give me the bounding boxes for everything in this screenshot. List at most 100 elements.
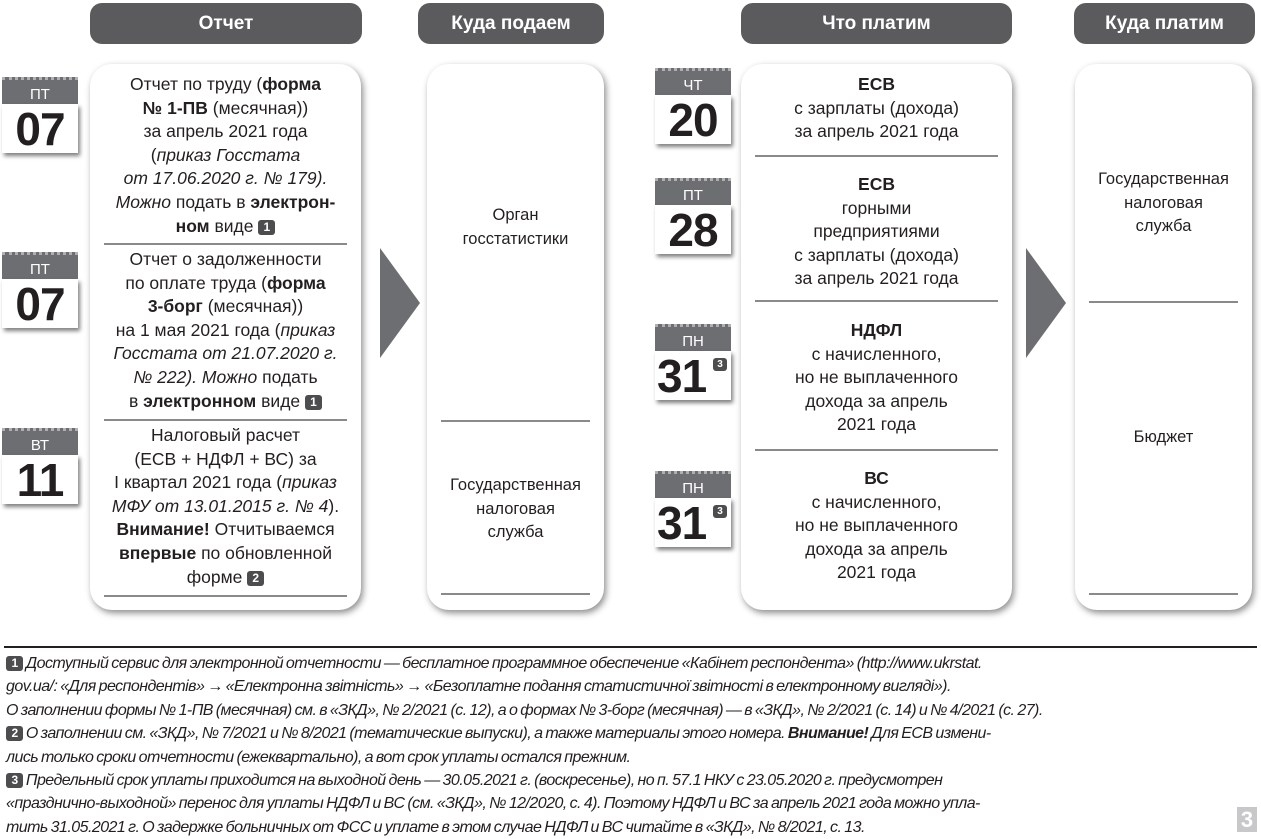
- text: (: [150, 144, 157, 165]
- text: тить 31.05.2021 г. О задержке больничных…: [6, 818, 865, 836]
- text: Для ЕСВ измени-: [868, 725, 991, 743]
- text: I квартал 2021 года (: [114, 472, 283, 493]
- text: по обновленной: [196, 542, 332, 563]
- text: лись только сроки отчетности (ежеквартал…: [6, 748, 631, 766]
- text: Отчитываемся: [209, 519, 335, 540]
- calendar-icon: ПН 31 3: [655, 324, 731, 401]
- pay-to-item: Бюджет: [1133, 428, 1194, 446]
- italic-text: приказ: [282, 472, 337, 493]
- footnote-badge: 2: [247, 570, 265, 586]
- footnote-badge: 1: [6, 656, 23, 671]
- calendar-icon: ПТ 07: [2, 252, 78, 329]
- text: (месячная)): [207, 97, 309, 118]
- text: подать в: [170, 191, 251, 212]
- text: виде: [256, 390, 306, 411]
- italic-text: приказ Госстата: [156, 144, 301, 165]
- italic-text: № 222). Можно: [133, 366, 258, 387]
- bold-text: Внимание!: [116, 519, 210, 540]
- submit-to-item: Орган госстатистики: [462, 206, 569, 248]
- bold-text: Внимание!: [787, 725, 869, 743]
- calendar-icon: ЧТ 20: [655, 68, 731, 145]
- text: Налоговый расчет: [150, 425, 301, 445]
- payment-item: НДФЛ с начисленного, но не выплаченного д…: [794, 320, 959, 435]
- payment-item: ЕСВ с зарплаты (дохода) за апрель 2021 го…: [794, 74, 959, 142]
- footnote-badge: 3: [713, 505, 727, 518]
- text: подать: [257, 366, 318, 387]
- divider: [441, 420, 590, 422]
- report-card: Отчет по труду (форма № 1-ПВ (месячная)) з…: [90, 64, 361, 610]
- text: О заполнении см. «ЗКД», № 7/2021 и № 8/2…: [23, 725, 788, 743]
- payment-item: ЕСВ горными предприятиями с зарплаты (дох…: [794, 174, 959, 289]
- footnotes-divider: [4, 646, 1257, 648]
- footnote-line: 2 О заполнении см. «ЗКД», № 7/2021 и № 8…: [6, 722, 991, 746]
- header-report: Отчет: [90, 3, 362, 44]
- footnote-badge: 3: [6, 773, 23, 788]
- text: на 1 мая 2021 года (: [115, 319, 281, 340]
- divider: [104, 243, 347, 245]
- text: за апрель 2021 года: [143, 121, 308, 142]
- footnote-badge: 2: [6, 726, 23, 742]
- payments-card: ЕСВ с зарплаты (дохода) за апрель 2021 го…: [741, 64, 1012, 610]
- calendar-icon: ПН 31 3: [655, 471, 731, 548]
- text: (месячная)): [202, 296, 304, 317]
- text: форме: [186, 566, 248, 587]
- text: gov.ua/: «Для респондентів» → «Електронн…: [6, 678, 951, 696]
- submit-to-item: Государственная налоговая служба: [450, 476, 581, 542]
- italic-text: от 17.06.2020 г. № 179).: [123, 168, 328, 189]
- bold-text: форма: [266, 272, 326, 293]
- arrow-right-icon: [1026, 248, 1066, 358]
- text: Отчет по труду (: [130, 74, 263, 94]
- divider: [104, 419, 347, 421]
- text: виде: [209, 215, 259, 236]
- header-submit-to: Куда подаем: [418, 3, 604, 44]
- pay-to-item: Государственная налоговая служба: [1098, 170, 1229, 236]
- footnote-line: 3 Предельный срок уплаты приходится на в…: [6, 769, 943, 793]
- footnote-line: gov.ua/: «Для респондентів» → «Електронн…: [6, 675, 951, 699]
- divider: [441, 593, 590, 595]
- bold-text: электронном: [143, 390, 257, 411]
- divider: [1089, 301, 1238, 303]
- arrow-right-icon: [380, 248, 420, 358]
- footnote-badge: 3: [713, 358, 727, 371]
- submit-to-card: Орган госстатистики Государственная нало…: [427, 64, 604, 610]
- divider: [1089, 593, 1238, 595]
- text: Предельный срок уплаты приходится на вых…: [23, 772, 943, 789]
- calendar-icon: ВТ 11: [2, 428, 78, 505]
- bold-text: форма: [262, 74, 321, 94]
- divider: [755, 300, 998, 302]
- calendar-icon: ПТ 28: [655, 178, 731, 255]
- calendar-icon: ПТ 07: [2, 77, 78, 154]
- bold-text: впервые: [119, 542, 197, 563]
- footnote-line: 1 Доступный сервис для электронной отчет…: [6, 652, 982, 676]
- italic-text: МФУ от 13.01.2015 г. № 4: [111, 495, 329, 516]
- report-item: Отчет по труду (форма № 1-ПВ (месячная)) з…: [102, 73, 349, 238]
- footnote-line: О заполнении формы № 1-ПВ (месячная) см.…: [6, 699, 1043, 723]
- italic-text: Госстата от 21.07.2020 г.: [113, 343, 338, 364]
- header-pay-to: Куда платим: [1074, 3, 1255, 44]
- text: О заполнении формы № 1-ПВ (месячная) см.…: [6, 701, 1043, 719]
- text: по оплате труда (: [125, 272, 267, 293]
- text: в: [128, 390, 144, 411]
- text: Отчет о задолженности: [129, 249, 322, 269]
- text: ).: [328, 495, 340, 516]
- bold-text: ном: [175, 215, 210, 236]
- italic-text: Можно: [115, 191, 171, 212]
- text: (ЕСВ + НДФЛ + ВС) за: [134, 448, 317, 469]
- footnote-badge: 1: [305, 394, 323, 410]
- footnote-line: тить 31.05.2021 г. О задержке больничных…: [6, 816, 865, 839]
- divider: [755, 449, 998, 451]
- divider: [755, 155, 998, 157]
- bold-text: 3-борг: [147, 296, 203, 317]
- footnote-badge: 1: [258, 219, 276, 235]
- italic-text: приказ: [280, 319, 336, 340]
- payment-item: ВС с начисленного, но не выплаченного дох…: [794, 468, 959, 583]
- text: Доступный сервис для электронной отчетно…: [23, 655, 982, 672]
- footnote-line: «празднично-выходной» перенос для уплаты…: [6, 792, 980, 816]
- pay-to-card: Государственная налоговая служба Бюджет: [1075, 64, 1252, 610]
- bold-text: № 1-ПВ: [142, 97, 208, 118]
- header-payments: Что платим: [741, 3, 1012, 44]
- footnote-line: лись только сроки отчетности (ежеквартал…: [6, 746, 631, 770]
- report-item: Отчет о задолженности по оплате труда (фо…: [102, 248, 349, 413]
- text: «празднично-выходной» перенос для уплаты…: [6, 795, 980, 813]
- report-item: Налоговый расчет (ЕСВ + НДФЛ + ВС) за I кв…: [102, 424, 349, 589]
